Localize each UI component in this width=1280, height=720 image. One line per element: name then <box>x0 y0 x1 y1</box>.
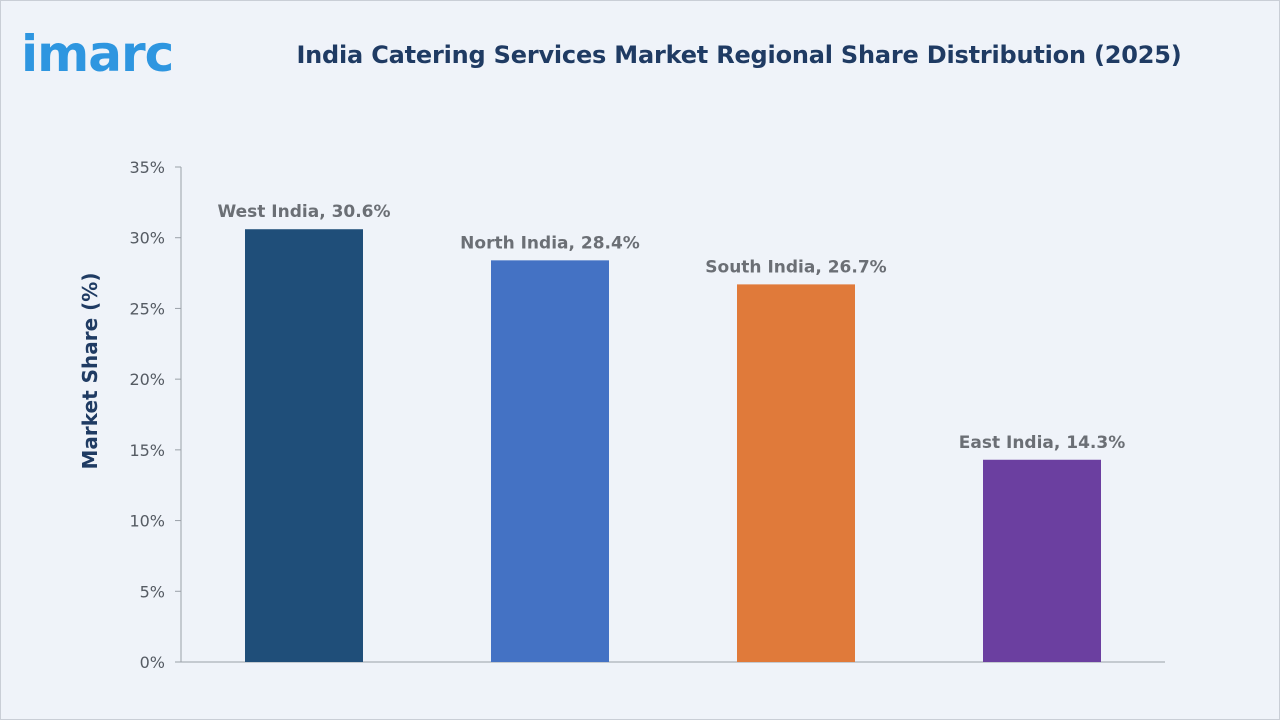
data-label: North India, 28.4% <box>460 233 640 253</box>
y-tick-label: 0% <box>140 653 165 672</box>
y-axis-label: Market Share (%) <box>78 273 102 470</box>
bar-west-india <box>245 229 363 662</box>
y-tick-label: 20% <box>129 370 165 389</box>
bar-south-india <box>737 284 855 662</box>
bar-east-india <box>983 459 1101 662</box>
y-tick-label: 30% <box>129 229 165 248</box>
data-labels: West India, 30.6% North India, 28.4% South… <box>217 202 1125 453</box>
logo-text: imarc <box>21 25 173 81</box>
imarc-logo: imarc <box>21 25 174 81</box>
y-tick-label: 25% <box>129 299 165 318</box>
y-tick-label: 15% <box>129 441 165 460</box>
chart-title: India Catering Services Market Regional … <box>296 41 1182 69</box>
data-label: West India, 30.6% <box>217 202 390 222</box>
data-label: East India, 14.3% <box>959 433 1126 453</box>
bar-north-india <box>491 260 609 662</box>
y-tick-label: 10% <box>129 512 165 531</box>
bars <box>245 229 1101 662</box>
axes: 0% 5% 10% 15% 20% 25% 30% 35% <box>129 158 1165 672</box>
y-tick-label: 5% <box>140 582 165 601</box>
y-tick-label: 35% <box>129 158 165 177</box>
data-label: South India, 26.7% <box>705 257 886 277</box>
